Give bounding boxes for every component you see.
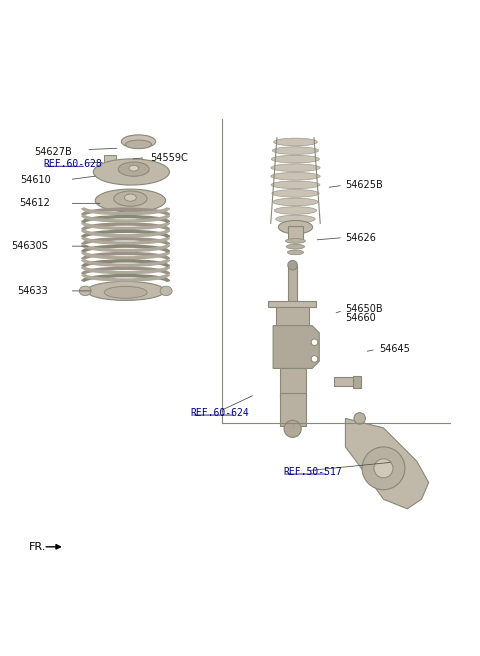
Text: REF.60-624: REF.60-624 <box>191 407 250 418</box>
Polygon shape <box>346 419 429 509</box>
Ellipse shape <box>125 140 152 149</box>
FancyBboxPatch shape <box>280 393 306 426</box>
Ellipse shape <box>273 198 318 206</box>
Ellipse shape <box>278 220 312 234</box>
Text: 54610: 54610 <box>20 174 50 184</box>
Ellipse shape <box>160 286 172 296</box>
Text: 54627B: 54627B <box>34 147 72 157</box>
Circle shape <box>311 356 318 362</box>
FancyBboxPatch shape <box>280 331 306 397</box>
FancyBboxPatch shape <box>276 305 309 334</box>
Ellipse shape <box>288 250 303 255</box>
FancyBboxPatch shape <box>334 377 355 386</box>
Circle shape <box>362 447 405 490</box>
Ellipse shape <box>276 215 315 223</box>
FancyBboxPatch shape <box>268 301 316 307</box>
Text: REF.60-628: REF.60-628 <box>43 159 102 169</box>
Text: 54625B: 54625B <box>346 180 383 190</box>
Ellipse shape <box>86 281 165 300</box>
Ellipse shape <box>274 138 317 146</box>
Circle shape <box>311 339 318 346</box>
Circle shape <box>374 459 393 478</box>
Text: 54630S: 54630S <box>11 241 48 251</box>
Ellipse shape <box>287 244 304 249</box>
Ellipse shape <box>272 147 319 154</box>
Ellipse shape <box>272 190 319 197</box>
Text: 54626: 54626 <box>346 233 376 243</box>
Ellipse shape <box>271 181 320 189</box>
Text: 54650B: 54650B <box>346 304 383 314</box>
Ellipse shape <box>93 159 169 185</box>
Text: FR.: FR. <box>29 542 47 552</box>
Text: 54645: 54645 <box>379 344 409 354</box>
Ellipse shape <box>286 239 305 243</box>
FancyBboxPatch shape <box>288 266 297 306</box>
Text: 54660: 54660 <box>346 314 376 323</box>
Circle shape <box>284 420 301 438</box>
Ellipse shape <box>79 286 91 296</box>
Circle shape <box>288 260 298 270</box>
Ellipse shape <box>104 287 147 298</box>
FancyBboxPatch shape <box>288 226 302 240</box>
Ellipse shape <box>274 207 317 215</box>
Ellipse shape <box>271 173 320 180</box>
Ellipse shape <box>129 165 139 171</box>
Ellipse shape <box>121 135 156 148</box>
Polygon shape <box>273 325 319 369</box>
Ellipse shape <box>271 155 320 163</box>
FancyBboxPatch shape <box>352 376 361 388</box>
Ellipse shape <box>118 162 149 176</box>
Ellipse shape <box>124 194 136 201</box>
Ellipse shape <box>95 189 166 212</box>
Text: REF.50-517: REF.50-517 <box>284 466 342 477</box>
FancyBboxPatch shape <box>104 155 116 164</box>
Ellipse shape <box>114 191 147 206</box>
Circle shape <box>354 413 365 424</box>
Text: 54633: 54633 <box>17 286 48 296</box>
Text: 54612: 54612 <box>20 198 50 209</box>
Ellipse shape <box>271 164 320 172</box>
Text: 54559C: 54559C <box>150 154 188 163</box>
Ellipse shape <box>105 156 115 163</box>
